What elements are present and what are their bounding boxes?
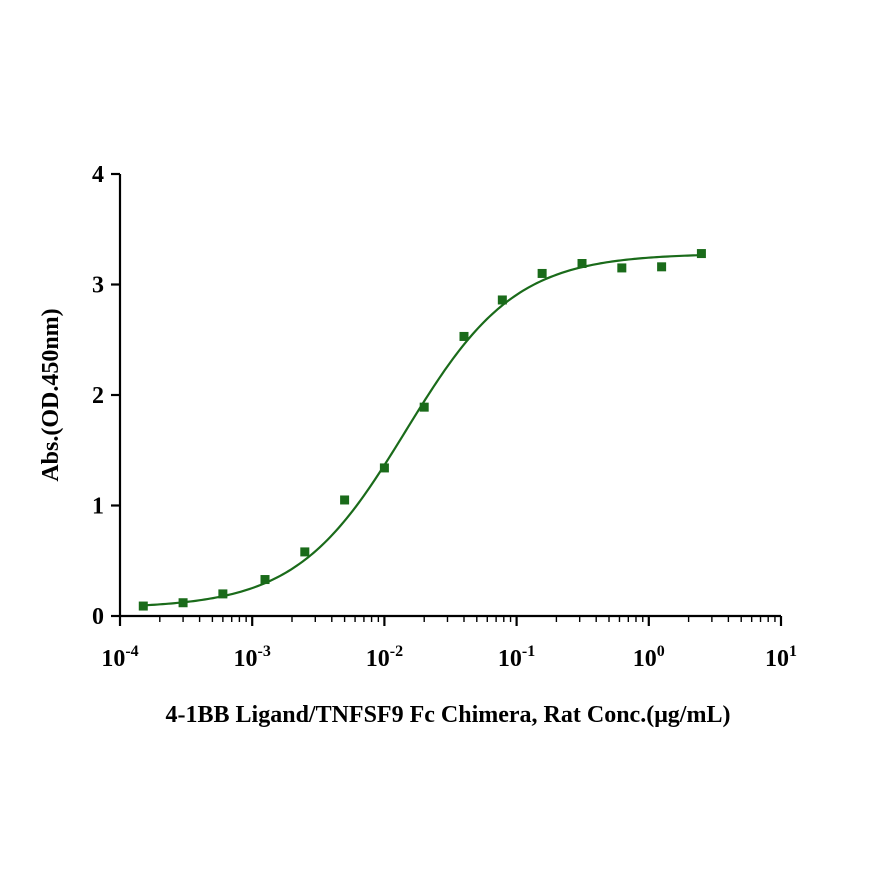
x-tick-label: 10-3: [234, 643, 271, 672]
x-tick-label: 101: [765, 643, 797, 672]
data-point: [218, 589, 228, 599]
data-point: [419, 402, 429, 412]
x-axis-title: 4-1BB Ligand/TNFSF9 Fc Chimera, Rat Conc…: [166, 702, 731, 728]
fit-curve: [143, 254, 702, 607]
y-tick-label: 3: [92, 273, 104, 299]
fit-curve-group: [143, 254, 702, 607]
data-point: [459, 331, 469, 341]
data-point: [260, 575, 270, 585]
data-point: [696, 249, 706, 259]
data-point: [657, 262, 667, 272]
data-point: [178, 598, 188, 608]
y-tick-label: 2: [92, 383, 104, 409]
data-point: [379, 463, 389, 473]
data-point: [537, 268, 547, 278]
x-tick-label: 100: [633, 643, 665, 672]
data-point: [300, 547, 310, 557]
x-tick-label: 10-2: [366, 643, 403, 672]
y-tick-label: 4: [92, 162, 104, 188]
y-axis-title: Abs.(OD.450nm): [38, 308, 64, 481]
data-point: [138, 601, 148, 611]
y-tick-label: 1: [92, 494, 104, 520]
data-points: [138, 249, 706, 611]
x-tick-label: 10-1: [498, 643, 535, 672]
x-tick-label: 10-4: [101, 643, 138, 672]
data-point: [497, 295, 507, 305]
y-tick-label: 0: [92, 604, 104, 630]
axes: 0 1 2 3 4 10-4 10-3 10-2 10-1 100 101: [92, 162, 797, 672]
data-point: [577, 259, 587, 269]
data-point: [617, 263, 627, 273]
data-point: [340, 495, 350, 505]
